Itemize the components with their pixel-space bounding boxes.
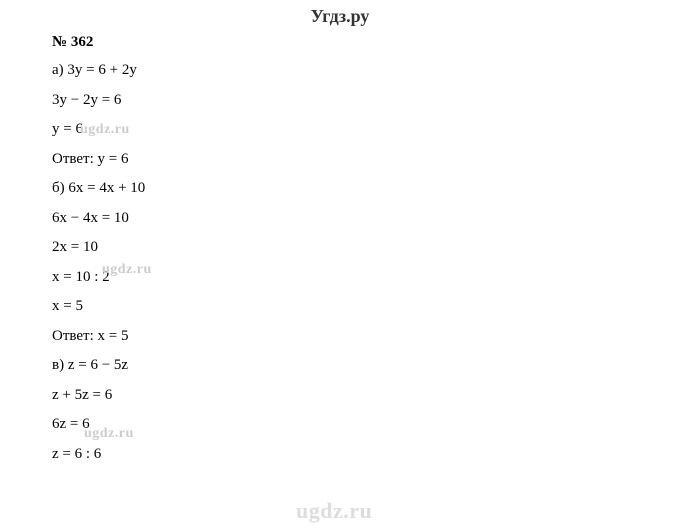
- solution-line: б) 6x = 4x + 10: [52, 179, 145, 197]
- watermark-small: ugdz.ru: [84, 426, 134, 442]
- solution-line: 6x − 4x = 10: [52, 209, 145, 227]
- watermark-small: ugdz.ru: [80, 122, 130, 138]
- site-header: Угдз.ру: [0, 6, 680, 27]
- solution-line: z = 6 : 6: [52, 445, 145, 463]
- solution-line: Ответ: y = 6: [52, 150, 145, 168]
- solution-line: x = 5: [52, 297, 145, 315]
- solution-line: z + 5z = 6: [52, 386, 145, 404]
- watermark-large: ugdz.ru: [296, 498, 372, 524]
- solution-line: в) z = 6 − 5z: [52, 356, 145, 374]
- solution-line: Ответ: x = 5: [52, 327, 145, 345]
- solution-body: № 362 а) 3y = 6 + 2y 3y − 2y = 6 y = 6 О…: [52, 34, 145, 474]
- watermark-small: ugdz.ru: [102, 262, 152, 278]
- problem-number: № 362: [52, 34, 145, 51]
- solution-line: 3y − 2y = 6: [52, 91, 145, 109]
- solution-line: а) 3y = 6 + 2y: [52, 61, 145, 79]
- solution-line: 2x = 10: [52, 238, 145, 256]
